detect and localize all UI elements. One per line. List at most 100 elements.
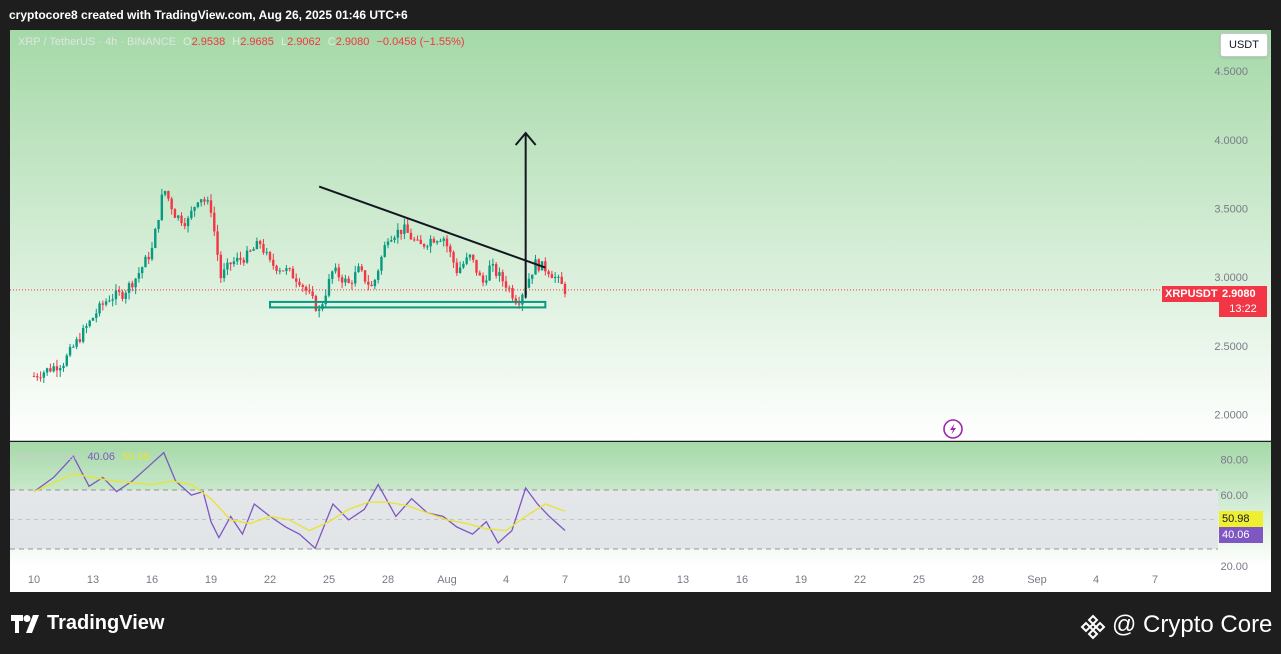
credit-text: cryptocore8 created with TradingView.com… — [9, 8, 408, 22]
candle-body — [268, 252, 272, 260]
candle-body — [350, 282, 354, 284]
price-tick-label: 4.5000 — [1214, 66, 1248, 78]
candle-body — [380, 256, 383, 271]
tradingview-icon — [11, 614, 39, 633]
h-label: H — [232, 36, 241, 48]
candle-body — [301, 285, 304, 287]
candle-body — [252, 249, 255, 251]
candle-body — [213, 212, 216, 232]
candle-body — [534, 259, 537, 275]
candle-body — [258, 241, 262, 245]
candle-body — [311, 291, 314, 297]
currency-button[interactable]: USDT — [1220, 33, 1268, 57]
candle-body — [144, 256, 147, 268]
candle-body — [501, 272, 504, 282]
candle-body — [521, 294, 524, 305]
tradingview-logo[interactable]: TradingView — [11, 612, 164, 635]
candle-body — [196, 202, 200, 208]
candle-body — [65, 355, 68, 366]
candle-body — [127, 283, 131, 293]
candle-body — [439, 240, 442, 242]
candle-body — [478, 272, 481, 276]
candle-body — [39, 377, 42, 379]
candle-body — [245, 250, 249, 263]
candle-body — [285, 268, 288, 272]
time-tick-label: 4 — [503, 574, 509, 586]
price-tick-label: 3.5000 — [1214, 204, 1248, 216]
candle-body — [206, 200, 209, 202]
chart-canvas[interactable]: 4.5000 4.0000 3.5000 3.0000 2.5000 2.0000 80.0… — [10, 30, 1271, 592]
candle-body — [298, 281, 301, 286]
candle-body — [485, 280, 488, 283]
candle-body — [180, 215, 183, 224]
candle-body — [308, 290, 311, 292]
candle-body — [183, 223, 186, 227]
last-price-label: 2.9080 — [1219, 286, 1267, 302]
time-tick-label: 28 — [382, 574, 394, 586]
candle-body — [134, 278, 137, 288]
candle-body — [42, 372, 46, 378]
time-tick-label: 13 — [677, 574, 689, 586]
candle-body — [340, 277, 344, 283]
candle-body — [304, 286, 308, 291]
time-tick-label: 4 — [1093, 574, 1099, 586]
candle-body — [376, 270, 380, 280]
price-tick-label: 4.0000 — [1214, 135, 1248, 147]
target-arrow-head — [514, 131, 537, 146]
candle-body — [104, 301, 108, 305]
candle-body — [167, 191, 170, 199]
time-tick-label: 7 — [562, 574, 568, 586]
candle-body — [481, 275, 485, 283]
candle-body — [511, 288, 514, 299]
candle-body — [445, 238, 449, 247]
candle-body — [72, 346, 75, 348]
candles-layer — [32, 188, 567, 384]
candle-body — [108, 300, 111, 302]
symbol-legend: XRP / TetherUS · 4h · BINANCE O2.9538 H2… — [18, 36, 465, 48]
candle-body — [393, 237, 396, 241]
candle-body — [416, 239, 419, 241]
time-tick-label: 16 — [146, 574, 158, 586]
time-tick-label: Sep — [1027, 574, 1047, 586]
candle-body — [45, 368, 49, 373]
candle-body — [508, 287, 511, 289]
candle-body — [239, 257, 242, 260]
candle-body — [140, 267, 144, 274]
candle-body — [147, 256, 150, 260]
l-value: 2.9062 — [287, 36, 321, 48]
price-axis[interactable]: 4.5000 4.0000 3.5000 3.0000 2.5000 2.0000 80.0… — [1214, 66, 1248, 573]
price-tick-label: 2.0000 — [1214, 410, 1248, 422]
candle-body — [275, 265, 278, 271]
symbol-title[interactable]: XRP / TetherUS · 4h · BINANCE — [18, 36, 176, 48]
candle-body — [236, 257, 239, 262]
candle-body — [288, 268, 291, 270]
candle-body — [193, 207, 196, 211]
candle-body — [160, 194, 164, 220]
rsi-tick-label: 80.00 — [1220, 455, 1248, 467]
candle-body — [449, 246, 452, 253]
lightning-icon[interactable] — [943, 419, 963, 439]
candle-body — [396, 229, 400, 238]
time-tick-label: 22 — [854, 574, 866, 586]
candle-body — [383, 245, 386, 257]
candle-body — [334, 267, 337, 272]
candle-body — [455, 262, 459, 274]
chart-frame[interactable]: 4.5000 4.0000 3.5000 3.0000 2.5000 2.0000 80.0… — [10, 30, 1271, 592]
candle-body — [272, 259, 275, 266]
candle-body — [544, 261, 547, 272]
candle-body — [124, 292, 127, 299]
candle-body — [78, 339, 82, 342]
candle-body — [203, 199, 206, 202]
candle-body — [114, 290, 118, 300]
brand-name: TradingView — [47, 612, 165, 634]
candle-body — [367, 281, 370, 285]
rsi-ma-line — [33, 473, 566, 532]
candle-body — [390, 240, 393, 242]
time-tick-label: 25 — [323, 574, 335, 586]
rsi-title[interactable]: RSI 14 close — [18, 451, 81, 463]
change-value: −0.0458 (−1.55%) — [376, 36, 465, 48]
candle-body — [232, 261, 236, 265]
price-tick-label: 2.5000 — [1214, 341, 1248, 353]
time-axis[interactable]: 10 13 16 19 22 25 28 Aug 4 7 10 13 16 19 22 25 28 Sep 4 7 — [28, 574, 1158, 586]
header-bar: cryptocore8 created with TradingView.com… — [0, 0, 1281, 30]
